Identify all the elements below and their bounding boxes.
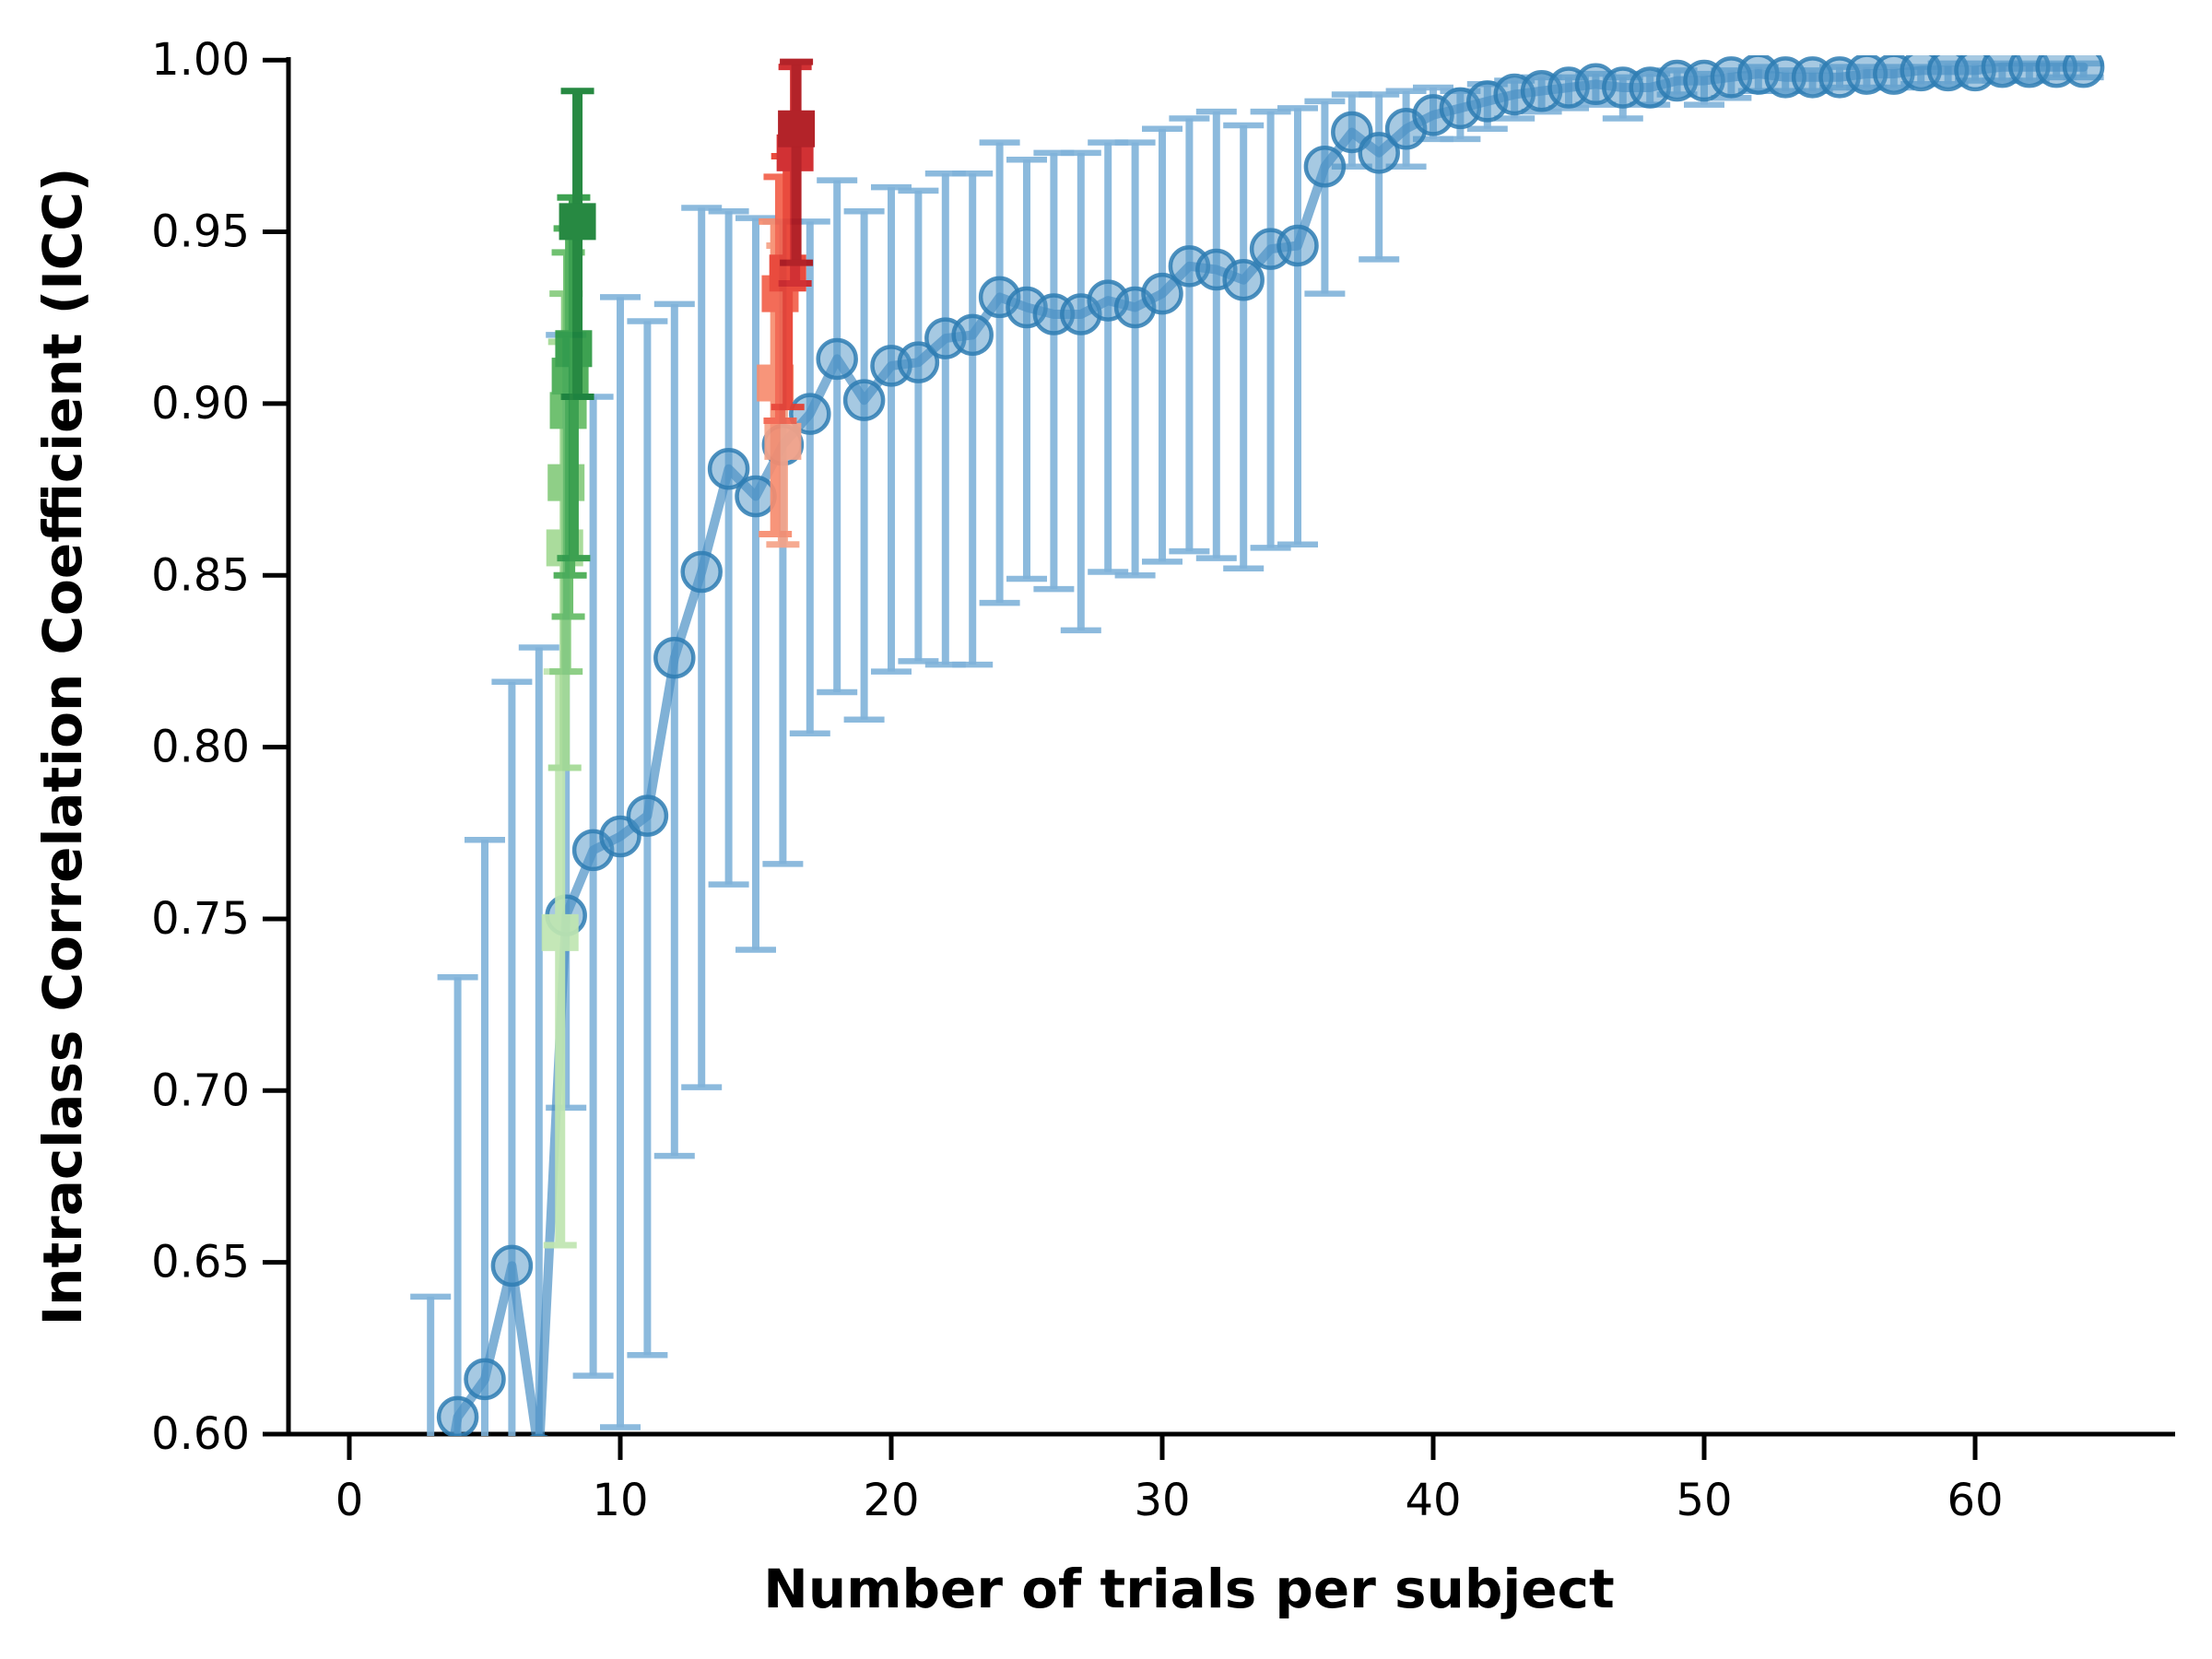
- y-axis-title: Intraclass Correlation Coefficient (ICC): [31, 167, 94, 1326]
- icc-point: [735, 475, 777, 518]
- icc-point: [707, 447, 750, 490]
- y-tick-label: 0.75: [151, 893, 250, 945]
- subsample-8-series-point: [541, 913, 579, 951]
- y-tick-label: 0.70: [151, 1065, 250, 1116]
- icc-point: [680, 550, 723, 594]
- x-tick-label: 50: [1676, 1475, 1732, 1526]
- icc-point: [1277, 224, 1319, 267]
- subsample-8-series: [541, 88, 596, 1249]
- subsample-8-series-point: [559, 203, 596, 241]
- icc-point: [951, 313, 994, 357]
- icc-point: [529, 1433, 548, 1436]
- x-tick-label: 40: [1405, 1475, 1461, 1526]
- x-axis-title: Number of trials per subject: [763, 1558, 1615, 1620]
- y-tick-label: 0.95: [151, 206, 250, 258]
- icc-point: [653, 636, 696, 679]
- x-tick-label: 10: [592, 1475, 648, 1526]
- icc-point: [1141, 272, 1183, 315]
- y-tick-label: 0.65: [151, 1237, 250, 1288]
- icc-point: [2062, 55, 2105, 88]
- tick-labels: 1.00 0.95 0.90 0.85 0.80 0.75 0.70 0.65 0.60 0 10 2…: [151, 34, 2003, 1526]
- icc-point: [464, 1358, 506, 1401]
- y-tick-label: 1.00: [151, 34, 250, 86]
- x-tick-label: 60: [1947, 1475, 2003, 1526]
- icc-point: [1303, 145, 1347, 188]
- subsample-16-series: [757, 58, 816, 548]
- y-tick-label: 0.90: [151, 378, 250, 429]
- x-tick-label: 0: [335, 1475, 364, 1526]
- y-tick-label: 0.85: [151, 549, 250, 601]
- icc-error-bars: [410, 60, 2104, 1436]
- icc-point: [490, 1244, 534, 1288]
- icc-point: [816, 337, 858, 381]
- icc-point: [412, 1553, 450, 1591]
- icc-curve-series: [410, 55, 2105, 1591]
- subsample-16-series-point: [764, 422, 802, 460]
- subsample-16-series-point: [778, 110, 816, 147]
- y-tick-label: 0.60: [151, 1408, 250, 1460]
- icc-point: [1222, 258, 1265, 301]
- icc-point: [626, 794, 669, 837]
- x-tick-label: 30: [1134, 1475, 1190, 1526]
- x-tick-label: 20: [863, 1475, 919, 1526]
- y-tick-label: 0.80: [151, 722, 250, 773]
- icc-point: [436, 1395, 479, 1436]
- icc-point: [1358, 132, 1400, 174]
- icc-point: [897, 341, 940, 383]
- tick-marks: [263, 57, 1978, 1460]
- icc-point: [842, 379, 886, 421]
- icc-markers: [412, 55, 2105, 1591]
